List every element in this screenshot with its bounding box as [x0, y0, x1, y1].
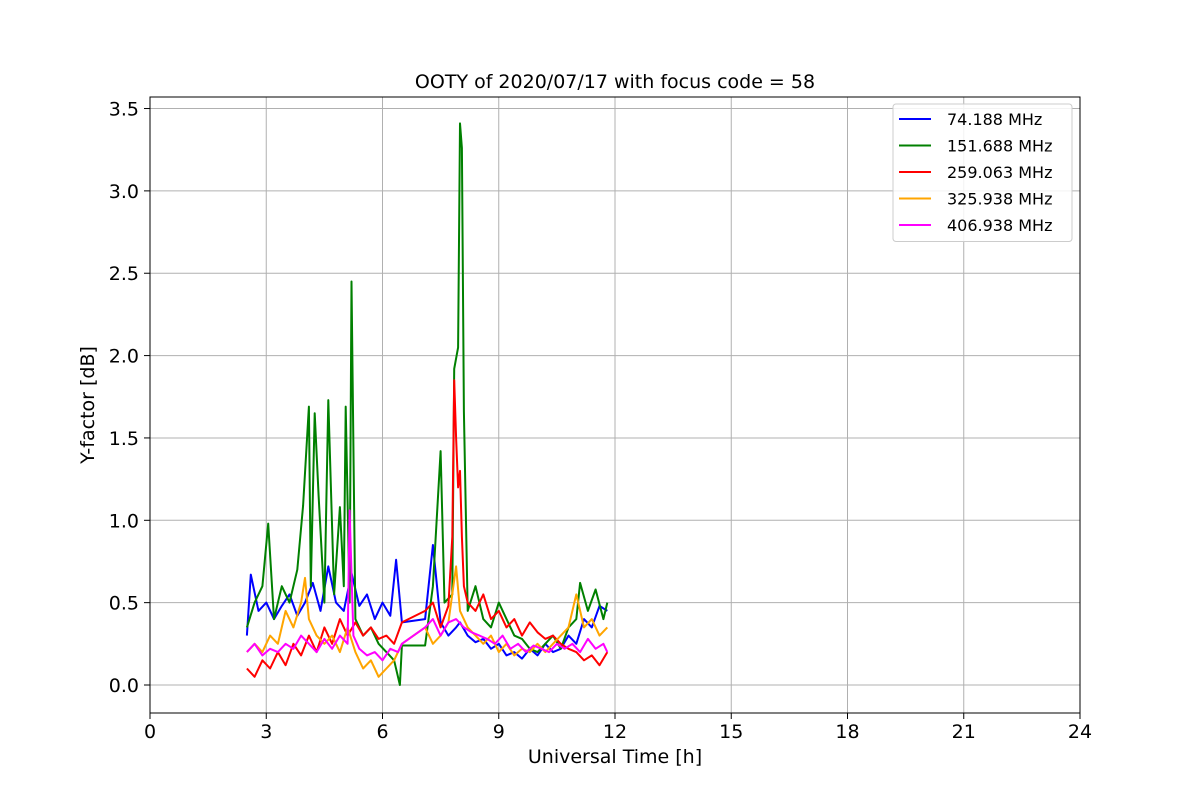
x-tick-label: 12	[603, 721, 627, 743]
y-axis-ticks: 0.0 0.5 1.0 1.5 2.0 2.5 3.0 3.5	[109, 99, 150, 697]
x-tick-label: 0	[144, 721, 156, 743]
x-tick-label: 21	[952, 721, 976, 743]
y-tick-label: 2.0	[109, 346, 139, 368]
legend-label: 259.063 MHz	[947, 163, 1052, 182]
series-line-5	[246, 509, 609, 662]
y-tick-label: 3.5	[109, 99, 139, 121]
series-line-3	[246, 379, 609, 678]
legend-box	[892, 103, 1073, 242]
y-tick-label: 1.5	[109, 428, 139, 450]
x-tick-label: 6	[376, 721, 388, 743]
chart-title: OOTY of 2020/07/17 with focus code = 58	[415, 71, 815, 93]
x-axis-ticks: 0 3 6 9 12 15 18 21 24	[144, 713, 1092, 743]
x-tick-label: 9	[493, 721, 505, 743]
x-tick-label: 24	[1068, 721, 1092, 743]
series-line-4	[246, 565, 609, 678]
y-tick-label: 3.0	[109, 181, 139, 203]
legend-label: 151.688 MHz	[947, 137, 1052, 156]
y-tick-label: 0.5	[109, 593, 139, 615]
legend-label: 74.188 MHz	[947, 110, 1042, 129]
x-tick-label: 3	[260, 721, 272, 743]
series-line-1	[245, 544, 608, 660]
y-axis-label: Y-factor [dB]	[77, 346, 99, 465]
y-tick-label: 2.5	[109, 263, 139, 285]
series-layer	[245, 122, 609, 686]
x-tick-label: 18	[835, 721, 859, 743]
y-tick-label: 1.0	[109, 510, 139, 532]
legend: 74.188 MHz 151.688 MHz 259.063 MHz 325.938 …	[892, 103, 1073, 242]
x-tick-label: 15	[719, 721, 743, 743]
x-axis-label: Universal Time [h]	[528, 746, 702, 768]
legend-label: 406.938 MHz	[947, 216, 1052, 235]
legend-label: 325.938 MHz	[947, 190, 1052, 209]
y-tick-label: 0.0	[109, 675, 139, 697]
